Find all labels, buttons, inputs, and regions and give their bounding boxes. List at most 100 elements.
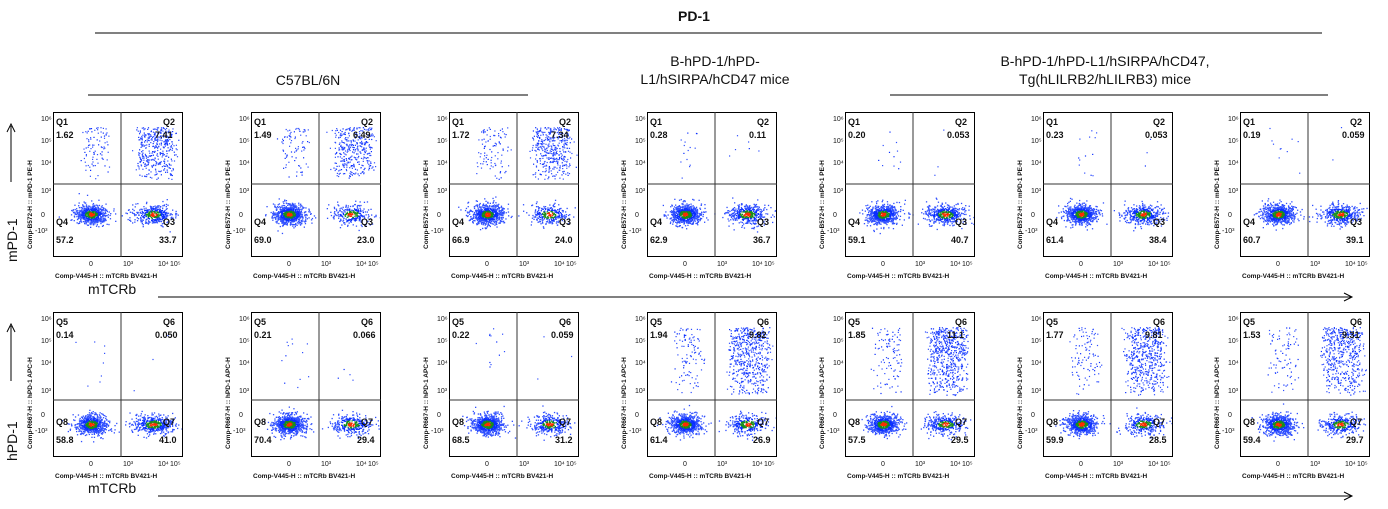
- event-dot: [561, 132, 563, 134]
- event-dot: [373, 162, 376, 164]
- event-dot: [282, 224, 285, 226]
- quadrant-name: Q4: [56, 217, 69, 227]
- event-dot: [287, 216, 290, 218]
- event-dot: [157, 163, 159, 166]
- event-dot: [296, 222, 299, 224]
- event-dot: [679, 207, 682, 209]
- event-dot: [558, 213, 560, 215]
- event-dot: [100, 211, 102, 213]
- event-dot: [558, 204, 560, 206]
- event-dot: [281, 220, 283, 223]
- event-dot: [93, 213, 95, 216]
- event-dot: [90, 137, 92, 139]
- event-dot: [162, 135, 164, 137]
- event-dot: [567, 129, 569, 131]
- event-dot: [307, 129, 309, 131]
- event-dot: [92, 156, 94, 158]
- event-dot: [154, 134, 156, 136]
- event-dot: [356, 153, 358, 155]
- event-dot: [142, 152, 144, 154]
- event-dot: [480, 214, 482, 216]
- event-dot: [482, 216, 484, 218]
- event-dot: [365, 132, 367, 135]
- quadrant-value: 57.2: [56, 235, 74, 245]
- event-dot: [492, 205, 494, 207]
- event-dot: [542, 226, 545, 228]
- event-dot: [95, 207, 97, 209]
- event-dot: [287, 130, 289, 132]
- event-dot: [507, 208, 509, 210]
- event-dot: [163, 143, 166, 146]
- event-dot: [150, 131, 152, 133]
- event-dot: [100, 216, 102, 218]
- row-2-y-arrow-head: [6, 322, 16, 333]
- event-dot: [146, 210, 148, 212]
- event-dot: [152, 145, 154, 148]
- event-dot: [344, 214, 346, 216]
- event-dot: [74, 208, 76, 211]
- event-dot: [92, 165, 94, 167]
- event-dot: [290, 214, 292, 217]
- event-dot: [562, 210, 564, 212]
- event-dot: [353, 166, 355, 168]
- event-dot: [368, 167, 371, 170]
- event-dot: [563, 135, 565, 138]
- event-dot: [355, 219, 358, 221]
- event-dot: [491, 205, 493, 207]
- event-dot: [353, 164, 355, 166]
- event-dot: [472, 221, 474, 223]
- event-dot: [148, 150, 150, 152]
- event-dot: [550, 217, 552, 219]
- event-dot: [566, 129, 568, 131]
- event-dot: [536, 135, 538, 137]
- event-dot: [542, 145, 544, 147]
- event-dot: [298, 223, 300, 225]
- event-dot: [353, 208, 356, 210]
- event-dot: [170, 135, 173, 138]
- event-dot: [361, 142, 363, 145]
- event-dot: [690, 223, 693, 225]
- event-dot: [348, 177, 350, 179]
- event-dot: [697, 218, 699, 221]
- event-dot: [363, 172, 365, 174]
- event-dot: [102, 219, 105, 222]
- event-dot: [369, 135, 372, 137]
- event-dot: [96, 214, 99, 217]
- event-dot: [687, 207, 689, 209]
- event-dot: [159, 220, 161, 222]
- event-dot: [562, 159, 564, 162]
- event-dot: [676, 221, 678, 224]
- event-dot: [78, 213, 80, 215]
- event-dot: [476, 162, 478, 164]
- event-dot: [97, 127, 99, 129]
- event-dot: [358, 155, 360, 158]
- event-dot: [291, 223, 293, 226]
- event-dot: [552, 175, 554, 177]
- event-dot: [345, 143, 347, 145]
- event-dot: [169, 231, 171, 233]
- event-dot: [340, 207, 342, 209]
- event-dot: [108, 135, 110, 137]
- event-dot: [480, 167, 483, 169]
- event-dot: [138, 154, 140, 156]
- event-dot: [276, 138, 279, 140]
- event-dot: [498, 203, 500, 205]
- event-dot: [150, 206, 152, 209]
- event-dot: [299, 130, 301, 132]
- event-dot: [699, 212, 701, 215]
- event-dot: [556, 167, 558, 169]
- event-dot: [266, 206, 268, 208]
- event-dot: [302, 146, 304, 148]
- event-dot: [366, 160, 369, 162]
- event-dot: [533, 163, 535, 165]
- event-dot: [489, 204, 491, 207]
- event-dot: [165, 164, 167, 166]
- event-dot: [165, 135, 167, 137]
- event-dot: [555, 218, 557, 220]
- event-dot: [556, 162, 559, 164]
- y-tick-label: 0: [239, 212, 243, 219]
- event-dot: [479, 215, 481, 217]
- event-dot: [293, 219, 295, 221]
- event-dot: [354, 150, 356, 152]
- event-dot: [157, 127, 160, 129]
